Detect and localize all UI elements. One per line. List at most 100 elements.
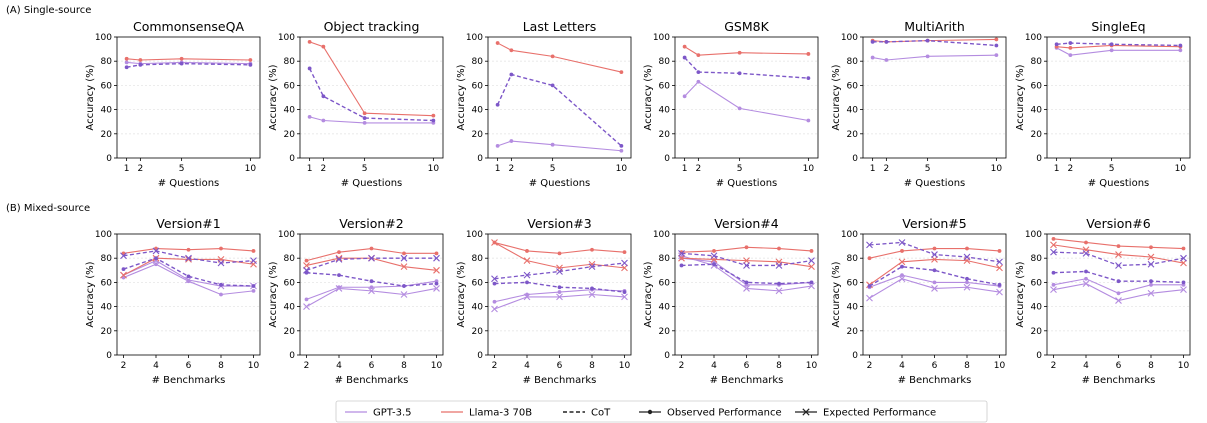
expected-point: [1180, 259, 1187, 267]
y-tick-label: 80: [101, 57, 113, 67]
x-tick-label: 8: [401, 361, 407, 371]
plot-frame: [674, 233, 819, 356]
observed-point: [1181, 246, 1186, 251]
observed-point: [124, 56, 129, 61]
observed-point: [434, 281, 439, 286]
observed-point: [509, 72, 514, 77]
y-tick-label: 100: [653, 33, 670, 43]
observed-point: [619, 148, 624, 153]
expected-point: [898, 239, 906, 246]
x-tick-label: 2: [509, 164, 515, 174]
observed-point: [806, 118, 811, 123]
expected-point: [1180, 254, 1187, 262]
observed-point: [186, 274, 191, 279]
observed-point: [307, 39, 312, 44]
observed-point: [870, 39, 875, 44]
x-tick-label: 2: [138, 164, 144, 174]
observed-point: [1178, 43, 1183, 48]
y-axis-label: Accuracy (%): [85, 64, 96, 130]
observed-point: [557, 251, 562, 256]
expected-point: [1147, 260, 1155, 268]
y-tick-label: 40: [1031, 106, 1043, 116]
legend-marker: [647, 409, 653, 415]
expected-point: [621, 293, 628, 301]
x-tick-label: 10: [806, 361, 818, 371]
expected-point: [120, 271, 127, 279]
observed-point: [900, 264, 904, 269]
observed-point: [932, 246, 937, 251]
expected-point: [120, 252, 127, 260]
chart-title: Object tracking: [324, 19, 420, 34]
x-tick-label: 4: [711, 361, 717, 371]
expected-point: [523, 271, 531, 279]
expected-point: [433, 266, 440, 274]
observed-point: [369, 279, 374, 284]
observed-point: [712, 262, 716, 267]
expected-point: [1115, 262, 1122, 269]
observed-point: [1116, 279, 1121, 284]
observed-point: [994, 53, 999, 58]
expected-point: [621, 264, 628, 272]
observed-point: [362, 111, 367, 116]
y-tick-label: 40: [472, 106, 484, 116]
y-tick-label: 80: [284, 57, 296, 67]
expected-point: [303, 303, 310, 310]
legend-item: Observed Performance: [639, 408, 782, 419]
y-tick-label: 40: [847, 106, 859, 116]
x-axis-label: # Benchmarks: [710, 375, 784, 386]
observed-point: [737, 71, 742, 76]
chart-panel: 0 20 40 60 80 100 1 2 5 10 SingleEq # Questions Accu…: [1015, 19, 1191, 189]
observed-point: [124, 60, 129, 65]
y-tick-label: 100: [1025, 33, 1042, 43]
observed-point: [809, 249, 814, 253]
series-line: [496, 73, 622, 147]
expected-point: [996, 264, 1003, 272]
observed-point: [179, 56, 184, 61]
observed-point: [870, 55, 875, 60]
observed-point: [362, 116, 367, 120]
y-tick-label: 100: [466, 230, 483, 240]
expected-point: [866, 294, 873, 302]
expected-point: [931, 256, 938, 263]
y-tick-label: 100: [841, 33, 858, 43]
y-tick-label: 80: [101, 254, 113, 264]
x-tick-label: 8: [964, 361, 970, 371]
expected-point: [250, 257, 257, 265]
y-tick-label: 0: [852, 351, 858, 361]
y-tick-label: 20: [284, 327, 296, 337]
expected-point: [400, 291, 408, 298]
plot-frame: [1046, 36, 1191, 159]
observed-point: [884, 39, 889, 44]
x-axis-label: # Questions: [904, 178, 966, 189]
plot-frame: [862, 36, 1007, 159]
observed-point: [402, 251, 406, 256]
x-tick-label: 5: [179, 164, 185, 174]
chart-title: Version#6: [1086, 216, 1150, 231]
y-tick-label: 60: [284, 81, 296, 91]
observed-point: [138, 58, 143, 62]
expected-point: [185, 254, 192, 262]
x-tick-label: 5: [362, 164, 368, 174]
observed-point: [679, 263, 684, 268]
legend-label: Llama-3 70B: [469, 408, 532, 419]
observed-point: [495, 102, 500, 107]
chart-title: Version#1: [156, 216, 220, 231]
y-tick-label: 40: [284, 106, 296, 116]
y-tick-label: 40: [659, 303, 671, 313]
y-axis-label: Accuracy (%): [1015, 64, 1026, 130]
observed-point: [402, 284, 406, 288]
series-line: [1056, 44, 1181, 49]
x-tick-label: 5: [925, 164, 931, 174]
observed-point: [712, 249, 716, 253]
expected-point: [368, 287, 375, 295]
y-tick-label: 20: [847, 130, 859, 140]
y-tick-label: 0: [106, 154, 112, 164]
series-line: [1056, 42, 1181, 47]
chart-title: GSM8K: [724, 19, 769, 34]
series-line: [684, 81, 809, 122]
observed-point: [965, 276, 969, 281]
series-line: [126, 58, 251, 61]
observed-point: [806, 76, 811, 81]
observed-point: [362, 121, 367, 125]
